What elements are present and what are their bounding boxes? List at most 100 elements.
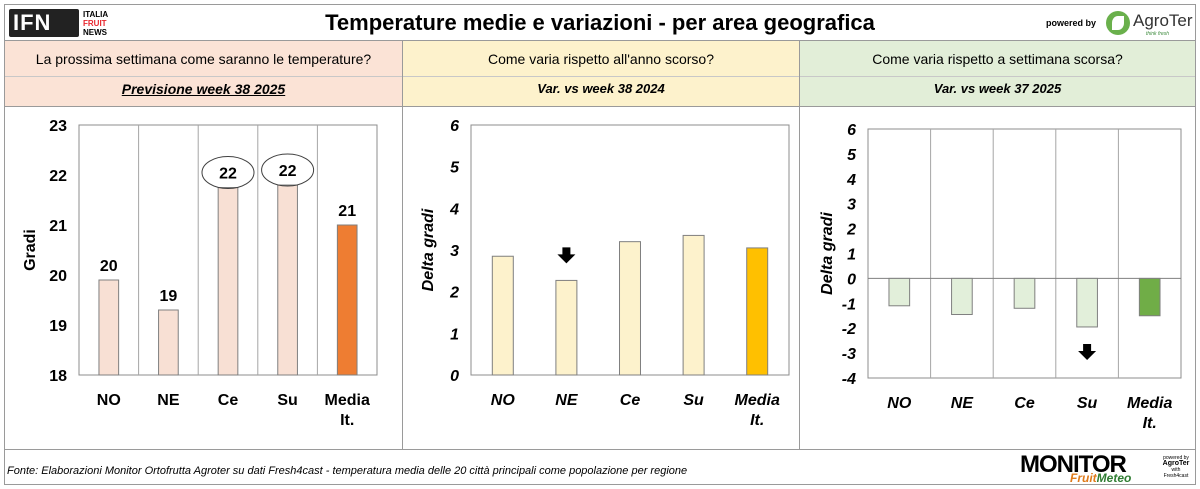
section-header-year: Come varia rispetto all'anno scorso? Var…	[403, 41, 800, 107]
ifn-logo-box: IFN	[9, 9, 79, 37]
y-tick-label: -4	[842, 371, 856, 388]
bar	[1076, 277, 1098, 328]
section-header-forecast: La prossima settimana come saranno le te…	[5, 41, 403, 107]
plot-area	[867, 128, 1182, 379]
y-tick-label: 19	[49, 318, 67, 335]
data-label: 19	[160, 288, 178, 305]
highlight-ellipse	[261, 153, 315, 187]
bar	[555, 279, 578, 376]
x-category-label: It.	[750, 412, 764, 429]
ifn-logo-line: ITALIA	[83, 10, 109, 19]
bar	[336, 224, 358, 376]
highlight-ellipse	[201, 156, 255, 189]
fruit-logo-part: Fruit	[1070, 471, 1097, 485]
bar	[1138, 277, 1161, 317]
y-tick-label: 1	[450, 326, 459, 343]
data-label: 22	[219, 166, 237, 183]
x-category-label: Ce	[218, 392, 239, 409]
section-question: La prossima settimana come saranno le te…	[35, 51, 372, 67]
y-tick-label: 20	[49, 268, 67, 285]
panel-divider	[799, 107, 800, 450]
y-tick-label: -2	[842, 321, 856, 338]
bar	[158, 309, 179, 376]
x-category-label: Su	[1077, 395, 1098, 412]
section-subtitle: Previsione week 38 2025	[121, 81, 286, 97]
y-tick-label: 5	[450, 160, 460, 177]
y-tick-label: 2	[846, 222, 856, 239]
section-divider	[5, 76, 402, 77]
y-tick-label: 21	[49, 218, 67, 235]
y-tick-label: 3	[847, 197, 856, 214]
monitor-with-label: with	[1171, 467, 1181, 473]
data-label: 22	[279, 163, 297, 180]
x-category-label: Su	[277, 392, 297, 409]
x-category-label: Su	[683, 392, 704, 409]
x-category-label: NO	[887, 395, 912, 412]
x-category-label: Media	[735, 392, 780, 409]
x-category-label: Media	[325, 392, 370, 409]
x-category-label: Ce	[620, 392, 641, 409]
y-tick-label: 6	[847, 122, 856, 139]
ifn-logo-line: FRUIT	[83, 19, 107, 28]
y-tick-label: 4	[449, 201, 459, 218]
fruitmeteo-logo-text: FruitMeteo	[1070, 471, 1131, 485]
monitor-partner-label: Fresh4cast	[1163, 473, 1189, 479]
chart-variation-year: 0 1 2 3 4 5 6 NO NE Ce Su Media It. Delta gradi	[420, 118, 790, 429]
ifn-logo-text: IFN	[13, 10, 52, 35]
monitor-fruitmeteo-logo: MONITOR FruitMeteo powered by AgroTer wi…	[1020, 451, 1191, 485]
x-category-label: Ce	[1014, 395, 1035, 412]
x-category-label: It.	[340, 412, 354, 429]
y-tick-label: 4	[846, 172, 856, 189]
section-question: Come varia rispetto all'anno scorso?	[487, 51, 714, 67]
agroter-logo-text: AgroTer	[1133, 11, 1193, 30]
monitor-powered-label: powered by	[1163, 455, 1189, 461]
ifn-logo-words: ITALIA FRUIT NEWS	[83, 10, 108, 37]
section-divider	[403, 76, 799, 77]
page-title: Temperature medie e variazioni - per are…	[325, 10, 875, 35]
section-subtitle: Var. vs week 37 2025	[933, 81, 1062, 96]
x-category-label: NE	[157, 392, 180, 409]
bar	[217, 187, 239, 376]
y-tick-label: -3	[842, 346, 856, 363]
y-tick-label: 23	[49, 118, 67, 135]
y-tick-label: 18	[49, 368, 67, 385]
monitor-logo-powered: powered by AgroTer with Fresh4cast	[1161, 455, 1191, 479]
y-tick-label: 22	[49, 168, 67, 185]
agroter-logo-tagline: think fresh	[1146, 31, 1170, 37]
y-tick-label: -1	[842, 296, 856, 313]
x-category-label: NE	[951, 395, 975, 412]
section-subtitle: Var. vs week 38 2024	[537, 81, 665, 96]
y-tick-label: 3	[450, 243, 459, 260]
y-axis-label: Gradi	[22, 229, 39, 271]
y-axis-label: Delta gradi	[819, 212, 836, 295]
infographic-frame: IFN ITALIA FRUIT NEWS Temperature medie …	[4, 4, 1196, 485]
source-note: Fonte: Elaborazioni Monitor Ortofrutta A…	[7, 465, 688, 477]
bar	[951, 277, 973, 316]
panel-divider	[402, 107, 403, 450]
section-divider	[800, 76, 1195, 77]
bar	[619, 241, 641, 376]
chart-variation-week: -4 -3 -2 -1 0 1 2 3 4 5 6 NO NE Ce Su Media It. Delta gra…	[819, 122, 1182, 432]
y-axis-label: Delta gradi	[420, 208, 437, 291]
bar	[682, 234, 705, 376]
agroter-logo: AgroTer think fresh	[1106, 9, 1194, 37]
x-category-label: Media	[1127, 395, 1172, 412]
data-label: 20	[100, 258, 118, 275]
section-question: Come varia rispetto a settimana scorsa?	[872, 51, 1123, 67]
meteo-logo-part: Meteo	[1096, 471, 1132, 485]
bar	[1013, 277, 1036, 309]
monitor-agroter-label: AgroTer	[1162, 460, 1190, 467]
arrow-down-icon	[557, 247, 576, 264]
y-tick-label: 6	[450, 118, 459, 135]
x-category-label: It.	[1143, 415, 1157, 432]
footer: Fonte: Elaborazioni Monitor Ortofrutta A…	[5, 449, 1195, 485]
x-category-label: NE	[555, 392, 579, 409]
x-category-label: NO	[491, 392, 516, 409]
arrow-down-icon	[1078, 343, 1097, 360]
y-tick-label: 1	[847, 247, 856, 264]
monitor-logo-text: MONITOR	[1020, 451, 1127, 478]
bar	[491, 255, 514, 376]
chart-temperature-forecast: 18 19 20 21 22 23 20 NO 19 NE 22 Ce 22 Su 21 Media It. Gr…	[22, 118, 378, 429]
leaf-icon	[1106, 11, 1130, 35]
ifn-logo-line: NEWS	[83, 28, 107, 37]
